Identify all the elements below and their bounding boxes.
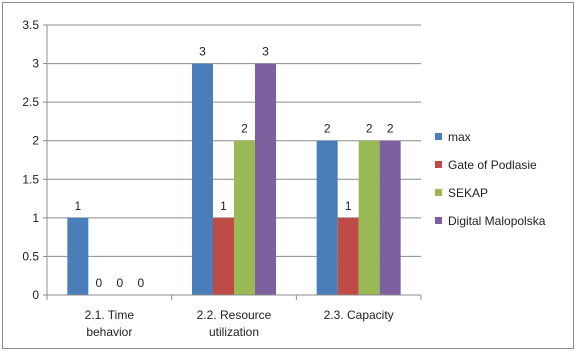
y-tick-label: 3.5: [22, 18, 39, 32]
bar: [255, 63, 276, 296]
data-label: 2: [241, 122, 248, 136]
data-label: 0: [137, 276, 144, 290]
bar: [67, 217, 89, 295]
y-tick-label: 1: [32, 211, 39, 225]
data-label: 1: [345, 199, 352, 213]
bar: [213, 217, 234, 295]
data-label: 2: [324, 122, 331, 136]
y-tick-label: 3: [32, 57, 39, 71]
legend-swatch: [435, 161, 442, 168]
bar: [337, 217, 359, 295]
chart-area: 0 0.5 1 1.5 2 2.5 3 3.5 1 3 2 0 1 1 0 2 2 0 3 2 2.1. Time beh…: [2, 2, 574, 349]
x-tick-label: 2.3. Capacity: [324, 308, 394, 322]
bar: [379, 140, 401, 295]
data-label: 2: [366, 122, 373, 136]
legend-swatch: [435, 133, 442, 140]
data-label: 1: [220, 199, 227, 213]
y-tick-label: 0.5: [22, 249, 39, 263]
bar: [358, 140, 380, 295]
y-tick-label: 2: [32, 134, 39, 148]
bar: [192, 63, 213, 296]
data-label: 0: [116, 276, 123, 290]
bar: [234, 140, 255, 295]
y-tick-label: 0: [32, 288, 39, 302]
bar: [316, 140, 338, 295]
legend-swatch: [435, 217, 442, 224]
data-label: 2: [387, 122, 394, 136]
legend-label: SEKAP: [448, 186, 489, 200]
x-tick-label: utilization: [209, 325, 259, 339]
legend-label: max: [448, 130, 471, 144]
y-tick-label: 2.5: [22, 95, 39, 109]
data-label: 3: [262, 45, 269, 59]
legend-label: Gate of Podlasie: [448, 158, 537, 172]
data-label: 0: [95, 276, 102, 290]
x-tick-label: behavior: [86, 325, 132, 339]
legend-swatch: [435, 189, 442, 196]
x-tick-label: 2.2. Resource: [197, 308, 272, 322]
data-label: 1: [74, 199, 81, 213]
legend-label: Digital Malopolska: [448, 214, 546, 228]
data-label: 3: [199, 45, 206, 59]
y-tick-label: 1.5: [22, 172, 39, 186]
x-tick-label: 2.1. Time: [85, 308, 135, 322]
